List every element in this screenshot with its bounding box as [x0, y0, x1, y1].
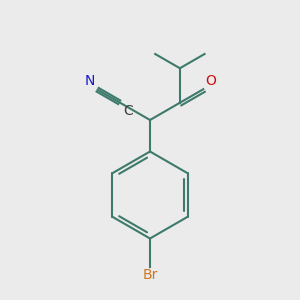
Text: C: C [123, 104, 133, 118]
Text: Br: Br [142, 268, 158, 282]
Text: O: O [205, 74, 216, 88]
Text: N: N [85, 74, 95, 88]
